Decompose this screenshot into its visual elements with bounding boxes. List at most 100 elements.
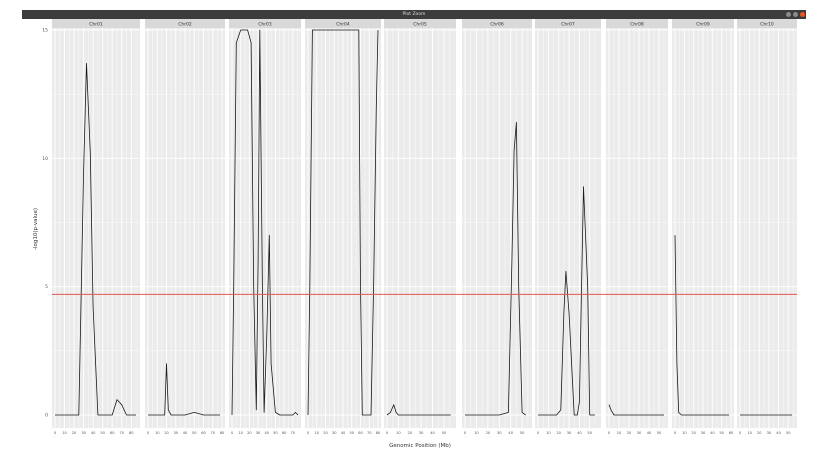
facet-strip bbox=[384, 19, 456, 28]
x-tick-label: 50 bbox=[442, 431, 447, 435]
facet-strip-label: Chr04 bbox=[336, 21, 350, 27]
window-title: Plot Zoom bbox=[402, 12, 426, 17]
facet-strip bbox=[535, 19, 601, 28]
y-tick-label: 10 bbox=[42, 156, 48, 162]
x-tick-label: 40 bbox=[183, 431, 188, 435]
x-tick-label: 0 bbox=[147, 431, 150, 435]
x-tick-label: 10 bbox=[682, 431, 687, 435]
x-tick-label: 50 bbox=[100, 431, 105, 435]
series-line bbox=[465, 122, 526, 416]
close-icon[interactable] bbox=[800, 12, 805, 17]
facet-strip-label: Chr06 bbox=[490, 21, 504, 27]
panel-background bbox=[462, 28, 532, 428]
x-tick-label: 30 bbox=[256, 431, 261, 435]
x-tick-label: 40 bbox=[91, 431, 96, 435]
x-tick-label: 0 bbox=[674, 431, 677, 435]
x-tick-label: 80 bbox=[376, 431, 381, 435]
facet-strip bbox=[606, 19, 668, 28]
y-axis-label: -log10(p-value) bbox=[33, 208, 39, 250]
facet-strip-label: Chr08 bbox=[630, 21, 644, 27]
x-tick-label: 60 bbox=[358, 431, 363, 435]
x-tick-label: 20 bbox=[72, 431, 77, 435]
facet-strip bbox=[145, 19, 225, 28]
x-tick-label: 0 bbox=[307, 431, 310, 435]
x-tick-label: 10 bbox=[238, 431, 243, 435]
x-tick-label: 0 bbox=[739, 431, 742, 435]
x-tick-label: 40 bbox=[577, 431, 582, 435]
facet-strip bbox=[52, 19, 140, 28]
x-tick-label: 30 bbox=[497, 431, 502, 435]
series-line bbox=[608, 404, 664, 416]
x-tick-label: 20 bbox=[757, 431, 762, 435]
x-tick-label: 40 bbox=[508, 431, 513, 435]
x-tick-label: 50 bbox=[349, 431, 354, 435]
series-line bbox=[55, 63, 136, 416]
y-tick-label: 15 bbox=[42, 28, 48, 34]
x-tick-label: 40 bbox=[264, 431, 269, 435]
x-tick-label: 50 bbox=[587, 431, 592, 435]
x-tick-label: 60 bbox=[282, 431, 287, 435]
x-tick-label: 30 bbox=[701, 431, 706, 435]
x-tick-label: 50 bbox=[657, 431, 662, 435]
x-tick-label: 60 bbox=[201, 431, 206, 435]
window-title-bar: Plot Zoom bbox=[22, 10, 806, 19]
x-tick-label: 20 bbox=[247, 431, 252, 435]
x-tick-label: 60 bbox=[110, 431, 115, 435]
x-tick-label: 10 bbox=[474, 431, 479, 435]
x-tick-label: 80 bbox=[220, 431, 225, 435]
facet-strip bbox=[229, 19, 301, 28]
x-tick-label: 10 bbox=[155, 431, 160, 435]
minimize-icon[interactable] bbox=[786, 12, 791, 17]
x-tick-label: 0 bbox=[608, 431, 611, 435]
x-tick-label: 30 bbox=[767, 431, 772, 435]
x-tick-label: 0 bbox=[231, 431, 234, 435]
facet-strip-label: Chr02 bbox=[178, 21, 192, 27]
facet-strip bbox=[737, 19, 797, 28]
x-tick-label: 30 bbox=[419, 431, 424, 435]
x-tick-label: 0 bbox=[54, 431, 57, 435]
x-tick-label: 30 bbox=[332, 431, 337, 435]
panel-background bbox=[737, 28, 797, 428]
facet-strip-label: Chr03 bbox=[258, 21, 272, 27]
series-line bbox=[231, 29, 299, 416]
facet-strip-label: Chr10 bbox=[760, 21, 774, 27]
panel-background bbox=[384, 28, 456, 428]
x-tick-label: 50 bbox=[273, 431, 278, 435]
facet-strip bbox=[462, 19, 532, 28]
x-tick-label: 50 bbox=[786, 431, 791, 435]
x-tick-label: 70 bbox=[210, 431, 215, 435]
x-tick-label: 40 bbox=[710, 431, 715, 435]
x-tick-label: 40 bbox=[341, 431, 346, 435]
x-tick-label: 20 bbox=[323, 431, 328, 435]
series-line bbox=[674, 235, 730, 416]
x-tick-label: 0 bbox=[464, 431, 467, 435]
panel-background bbox=[52, 28, 140, 428]
series-line bbox=[148, 363, 221, 416]
x-tick-label: 70 bbox=[367, 431, 372, 435]
facet-strip-label: Chr05 bbox=[413, 21, 427, 27]
x-tick-label: 50 bbox=[520, 431, 525, 435]
series-line bbox=[307, 29, 379, 416]
panel-background bbox=[606, 28, 668, 428]
panel-background bbox=[535, 28, 601, 428]
x-tick-label: 10 bbox=[314, 431, 319, 435]
series-line bbox=[538, 186, 595, 416]
x-tick-label: 40 bbox=[776, 431, 781, 435]
facet-strip-label: Chr09 bbox=[696, 21, 710, 27]
panel-background bbox=[229, 28, 301, 428]
x-tick-label: 40 bbox=[647, 431, 652, 435]
x-tick-label: 20 bbox=[164, 431, 169, 435]
x-tick-label: 80 bbox=[129, 431, 134, 435]
x-tick-label: 50 bbox=[192, 431, 197, 435]
maximize-icon[interactable] bbox=[793, 12, 798, 17]
x-tick-label: 10 bbox=[546, 431, 551, 435]
x-tick-label: 10 bbox=[747, 431, 752, 435]
x-tick-label: 60 bbox=[729, 431, 734, 435]
x-tick-label: 0 bbox=[386, 431, 389, 435]
x-tick-label: 40 bbox=[430, 431, 435, 435]
facet-strip-label: Chr07 bbox=[561, 21, 575, 27]
x-tick-label: 20 bbox=[486, 431, 491, 435]
x-tick-label: 20 bbox=[691, 431, 696, 435]
x-tick-label: 10 bbox=[62, 431, 67, 435]
